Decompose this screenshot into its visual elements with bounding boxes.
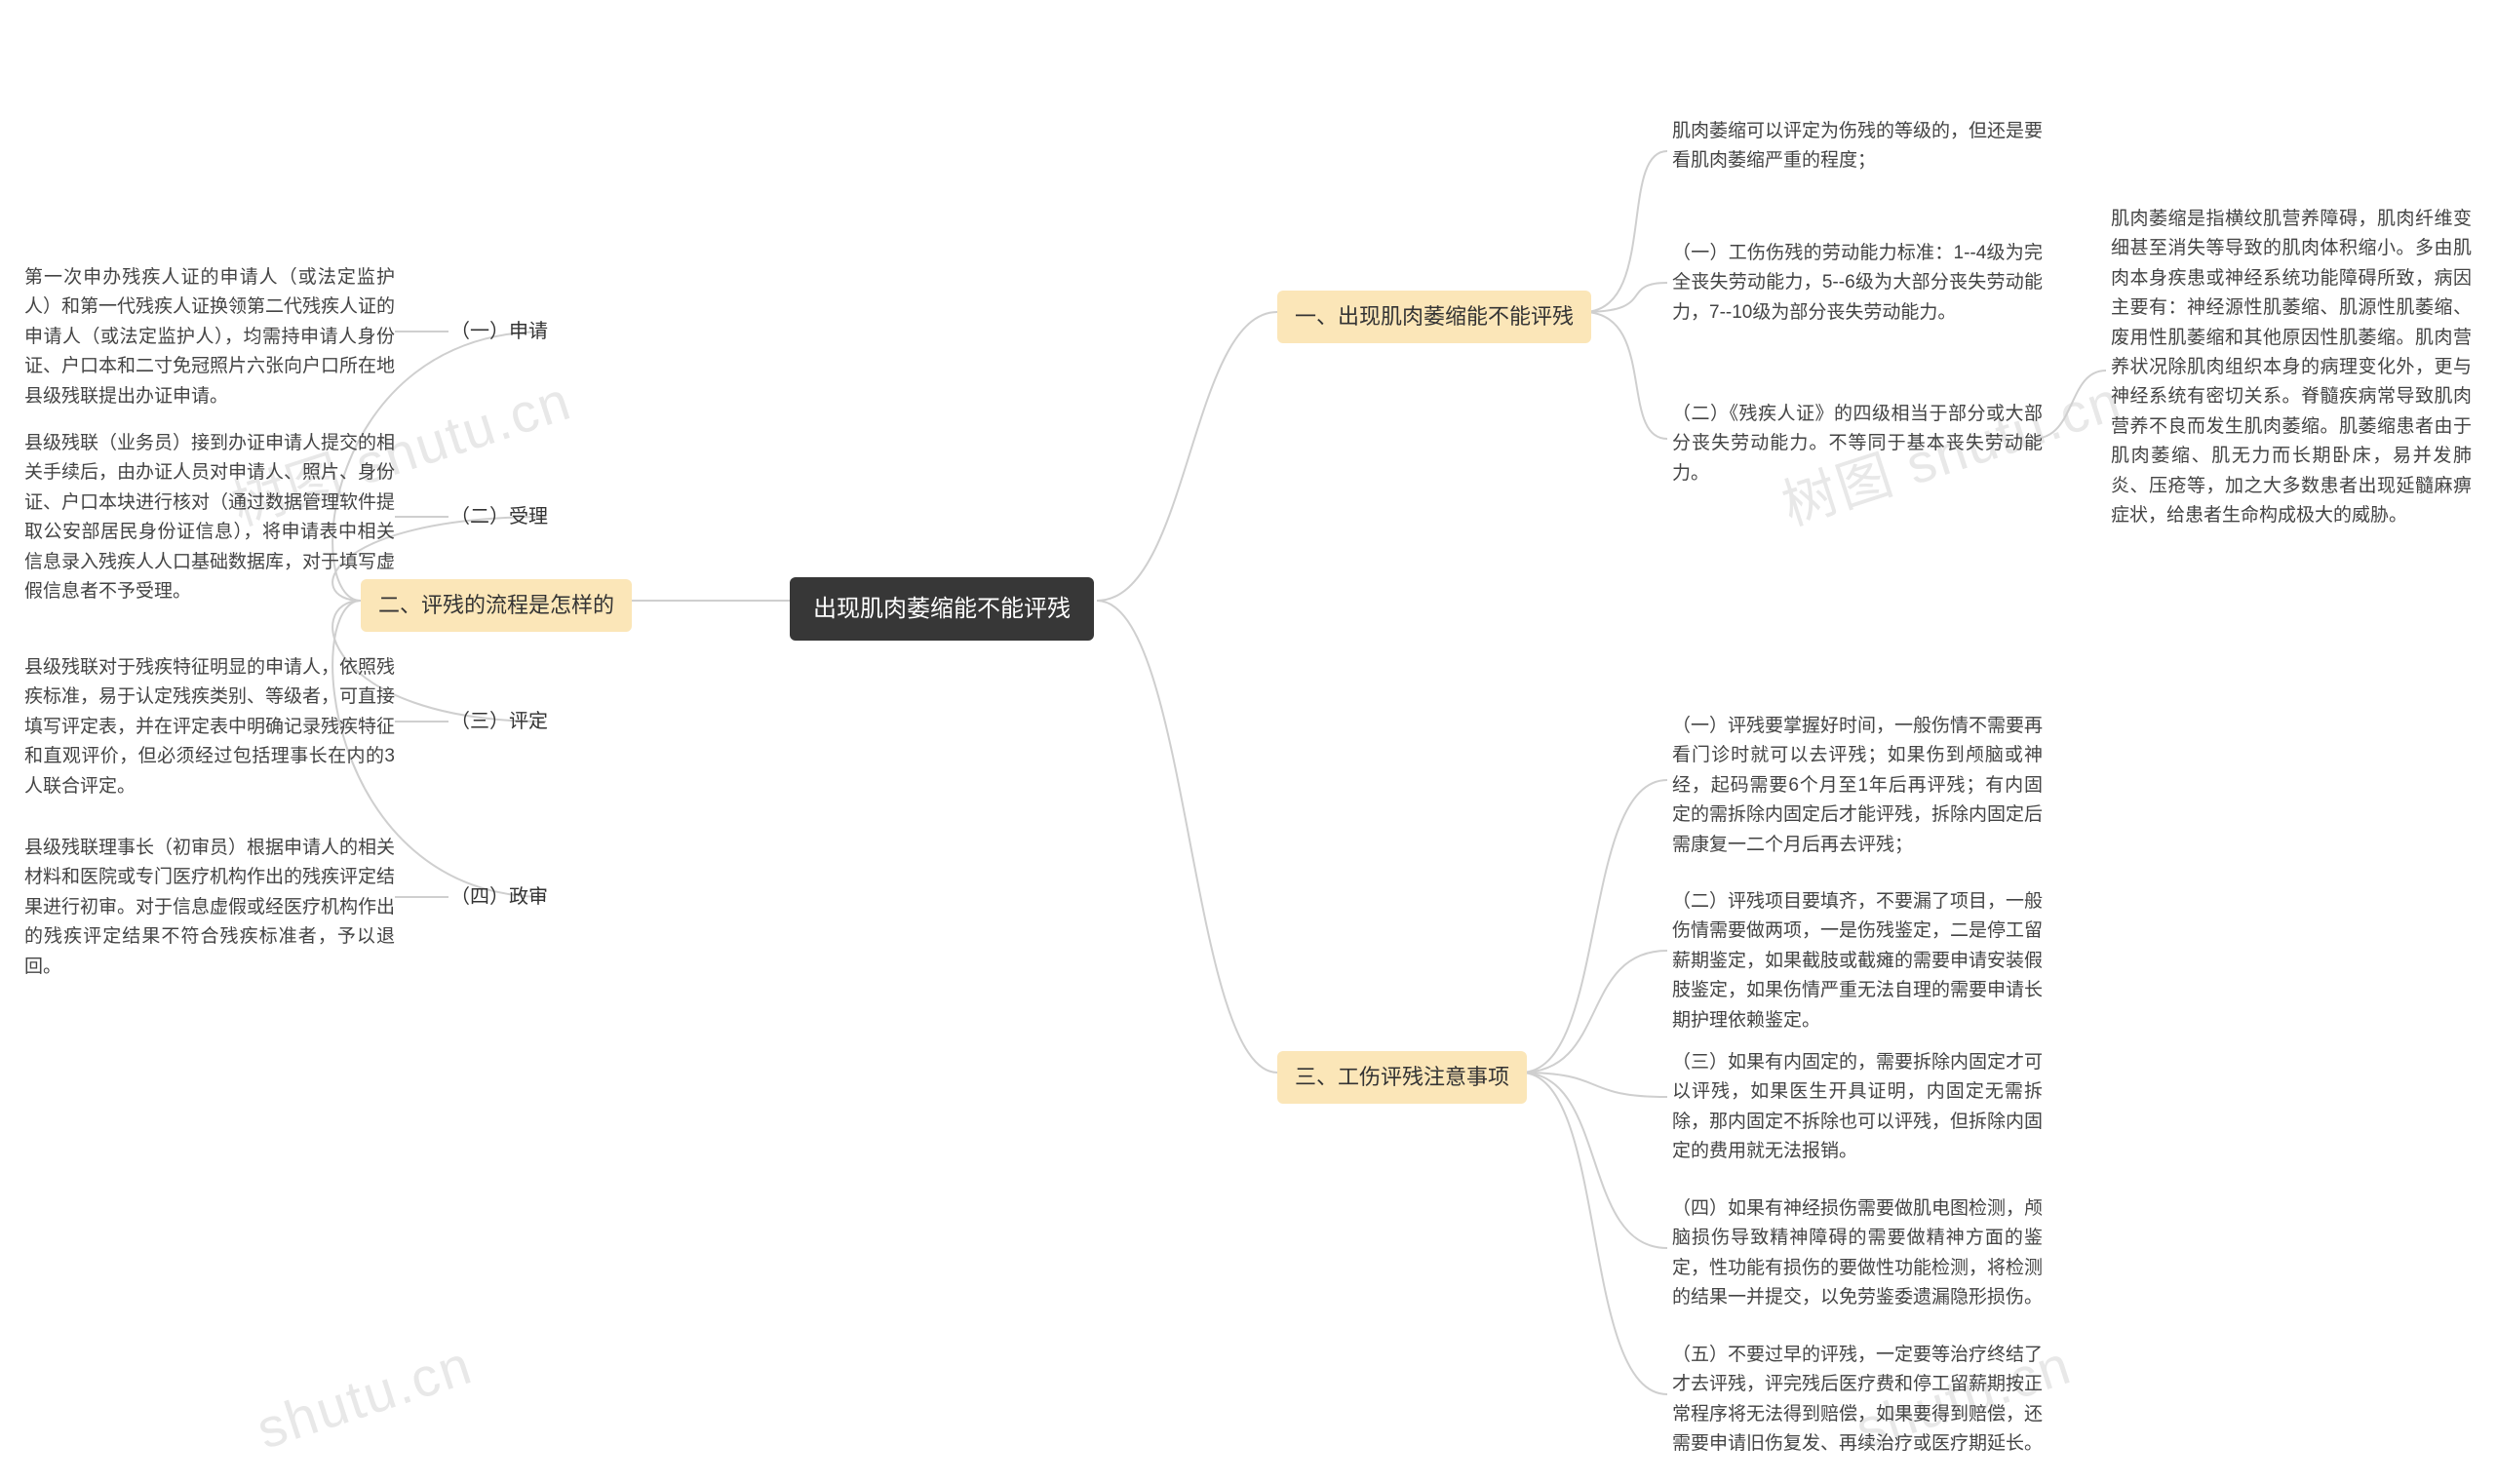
branch2-sub3-text: 县级残联对于残疾特征明显的申请人，依照残疾标准，易于认定残疾类别、等级者，可直接… — [24, 653, 395, 801]
branch2-sub1-text: 第一次申办残疾人证的申请人（或法定监护人）和第一代残疾人证换领第二代残疾人证的申… — [24, 263, 395, 411]
branch2-sub2-label: （二）受理 — [450, 502, 548, 532]
branch3-leaf1: （一）评残要掌握好时间，一般伤情不需要再看门诊时就可以去评残；如果伤到颅脑或神经… — [1672, 712, 2043, 860]
branch1-detail: 肌肉萎缩是指横纹肌营养障碍，肌肉纤维变细甚至消失等导致的肌肉体积缩小。多由肌肉本… — [2111, 205, 2472, 530]
branch2-sub4-label: （四）政审 — [450, 882, 548, 913]
branch2-sub1-label: （一）申请 — [450, 317, 548, 347]
branch-1: 一、出现肌肉萎缩能不能评残 — [1277, 291, 1591, 343]
root-node: 出现肌肉萎缩能不能评残 — [790, 577, 1094, 641]
branch1-leaf1: 肌肉萎缩可以评定为伤残的等级的，但还是要看肌肉萎缩严重的程度； — [1672, 117, 2043, 176]
branch3-leaf4: （四）如果有神经损伤需要做肌电图检测，颅脑损伤导致精神障碍的需要做精神方面的鉴定… — [1672, 1194, 2043, 1313]
branch2-sub4-text: 县级残联理事长（初审员）根据申请人的相关材料和医院或专门医疗机构作出的残疾评定结… — [24, 834, 395, 982]
branch3-leaf2: （二）评残项目要填齐，不要漏了项目，一般伤情需要做两项，一是伤残鉴定，二是停工留… — [1672, 887, 2043, 1035]
branch-2: 二、评残的流程是怎样的 — [361, 579, 632, 632]
branch3-leaf3: （三）如果有内固定的，需要拆除内固定才可以评残，如果医生开具证明，内固定无需拆除… — [1672, 1048, 2043, 1167]
branch1-leaf2: （一）工伤伤残的劳动能力标准：1--4级为完全丧失劳动能力，5--6级为大部分丧… — [1672, 239, 2043, 328]
branch2-sub2-text: 县级残联（业务员）接到办证申请人提交的相关手续后，由办证人员对申请人、照片、身份… — [24, 429, 395, 606]
branch3-leaf5: （五）不要过早的评残，一定要等治疗终结了才去评残，评完残后医疗费和停工留薪期按正… — [1672, 1341, 2043, 1460]
branch1-leaf3: （二）《残疾人证》的四级相当于部分或大部分丧失劳动能力。不等同于基本丧失劳动能力… — [1672, 400, 2043, 488]
branch-3: 三、工伤评残注意事项 — [1277, 1051, 1527, 1104]
watermark: shutu.cn — [250, 1332, 481, 1461]
branch2-sub3-label: （三）评定 — [450, 707, 548, 737]
